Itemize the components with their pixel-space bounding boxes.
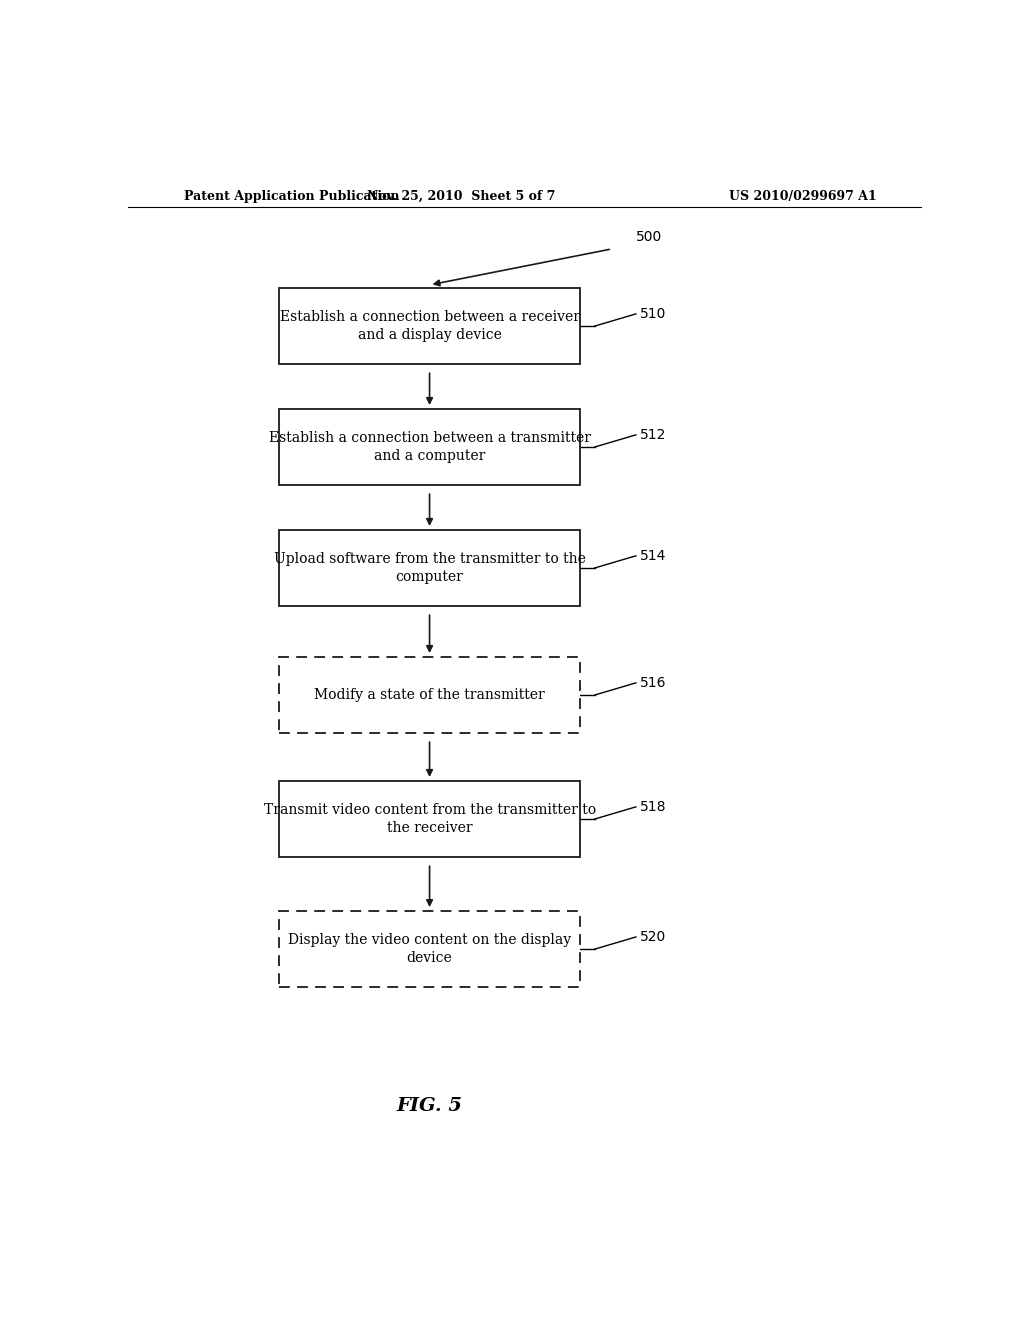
Text: 514: 514 [640,549,667,562]
Text: 520: 520 [640,931,667,944]
Text: 500: 500 [636,230,663,244]
Text: 512: 512 [640,428,667,442]
Text: Transmit video content from the transmitter to
the receiver: Transmit video content from the transmit… [263,803,596,836]
Text: 516: 516 [640,676,667,690]
Text: Modify a state of the transmitter: Modify a state of the transmitter [314,688,545,702]
Text: Establish a connection between a transmitter
and a computer: Establish a connection between a transmi… [268,430,591,463]
FancyBboxPatch shape [279,657,581,733]
Text: 510: 510 [640,308,667,321]
Text: US 2010/0299697 A1: US 2010/0299697 A1 [729,190,877,202]
Text: Patent Application Publication: Patent Application Publication [183,190,399,202]
Text: 518: 518 [640,800,667,814]
Text: Establish a connection between a receiver
and a display device: Establish a connection between a receive… [280,310,580,342]
FancyBboxPatch shape [279,781,581,857]
FancyBboxPatch shape [279,911,581,987]
Text: Nov. 25, 2010  Sheet 5 of 7: Nov. 25, 2010 Sheet 5 of 7 [368,190,555,202]
FancyBboxPatch shape [279,529,581,606]
Text: Display the video content on the display
device: Display the video content on the display… [288,933,571,965]
Text: Upload software from the transmitter to the
computer: Upload software from the transmitter to … [273,552,586,585]
FancyBboxPatch shape [279,288,581,364]
FancyBboxPatch shape [279,409,581,486]
Text: FIG. 5: FIG. 5 [396,1097,463,1114]
